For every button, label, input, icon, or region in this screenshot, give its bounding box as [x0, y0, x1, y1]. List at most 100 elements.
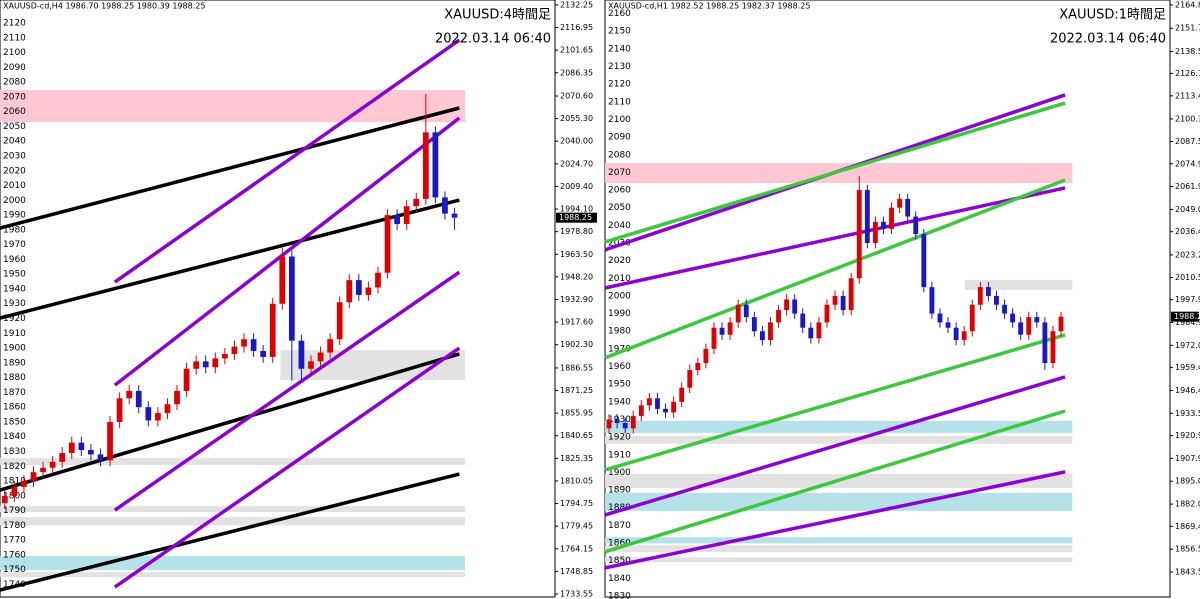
level-label: 2010 — [3, 181, 26, 191]
trend-line — [0, 106, 460, 230]
y-tick-label: 2138.55 — [1175, 47, 1200, 56]
trend-line — [604, 409, 1066, 554]
y-tick-label: 2036.40 — [1175, 227, 1200, 236]
level-label: 2040 — [608, 221, 631, 231]
candle-body — [614, 419, 620, 423]
y-tick-label: 1810.05 — [560, 476, 593, 485]
level-label: 2050 — [3, 122, 26, 132]
candle-body — [889, 207, 894, 229]
level-label: 1790 — [3, 506, 26, 516]
y-tick-label: 2113.40 — [1175, 91, 1200, 100]
level-label: 1910 — [608, 450, 631, 460]
candle-body — [727, 322, 733, 335]
level-label: 1850 — [608, 556, 631, 566]
last-price-label: 1988.25 — [1174, 312, 1200, 321]
y-tick-label: 1869.45 — [1175, 522, 1200, 531]
trend-line — [113, 270, 461, 512]
candle-body — [759, 331, 765, 341]
candle-body — [174, 390, 180, 405]
trend-line — [113, 116, 461, 387]
candle-body — [937, 313, 943, 323]
candle-body — [222, 353, 228, 359]
level-label: 2020 — [608, 256, 631, 266]
trend-line — [604, 101, 1066, 244]
level-label: 1860 — [608, 539, 631, 549]
candle-body — [1058, 316, 1064, 332]
candle-body — [856, 190, 862, 279]
trend-line — [604, 333, 1066, 472]
candle-body — [365, 287, 372, 295]
candle-body — [840, 295, 846, 311]
y-tick-label: 1963.50 — [560, 250, 593, 259]
y-tick-label: 2132.25 — [560, 0, 593, 9]
level-label: 1780 — [3, 521, 26, 531]
candle-body — [375, 272, 381, 288]
y-tick-label: 1882.05 — [1175, 500, 1200, 509]
level-label: 2080 — [608, 150, 631, 160]
candle-body — [155, 413, 161, 421]
candle-body — [403, 206, 410, 224]
y-tick-label: 1733.55 — [560, 589, 593, 598]
y-tick-label: 1932.90 — [560, 295, 593, 304]
candle-body — [59, 452, 66, 462]
y-tick-label: 1779.45 — [560, 522, 593, 531]
candle-body — [864, 190, 870, 243]
level-label: 1950 — [3, 270, 26, 280]
y-tick-label: 2055.30 — [560, 114, 593, 123]
level-label: 2100 — [3, 48, 26, 58]
candle-body — [260, 351, 267, 357]
candle-body — [30, 472, 37, 482]
y-tick-label: 1917.60 — [560, 318, 593, 327]
candle-body — [679, 387, 685, 402]
price-zone — [0, 506, 466, 513]
candle-body — [921, 234, 927, 288]
level-label: 2090 — [608, 133, 631, 143]
candle-body — [355, 280, 362, 295]
level-label: 2000 — [608, 291, 631, 301]
level-label: 1770 — [3, 536, 26, 546]
candle-body — [212, 358, 219, 368]
y-tick-label: 1907.95 — [1175, 454, 1200, 463]
price-zone — [0, 458, 466, 466]
trend-line — [604, 375, 1066, 517]
candle-body — [298, 340, 305, 369]
candle-body — [49, 461, 56, 468]
level-label: 1960 — [608, 362, 631, 372]
level-label: 2040 — [3, 137, 26, 147]
candle-body — [135, 390, 142, 408]
level-label: 1820 — [3, 462, 26, 472]
y-tick-label: 1933.50 — [1175, 409, 1200, 418]
candle-body — [279, 256, 286, 304]
candle-body — [985, 287, 991, 296]
level-label: 2000 — [3, 196, 26, 206]
candle-body — [241, 339, 247, 347]
y-tick-label: 2024.70 — [560, 159, 593, 168]
candle-body — [905, 198, 911, 217]
level-label: 1920 — [3, 314, 26, 324]
candle-body — [1042, 322, 1048, 363]
y-tick-label: 2040.00 — [560, 137, 593, 146]
level-label: 1950 — [608, 380, 631, 390]
y-tick-label: 1997.90 — [1175, 295, 1200, 304]
level-label: 1830 — [3, 447, 26, 457]
candle-body — [808, 327, 814, 339]
y-tick-label: 1855.95 — [560, 409, 593, 418]
y-tick-label: 2164.85 — [1175, 1, 1200, 10]
candle-body — [961, 331, 967, 341]
y-tick-label: 2010.50 — [1175, 273, 1200, 282]
trend-line — [0, 198, 460, 320]
level-label: 1980 — [608, 327, 631, 337]
level-label: 1880 — [608, 503, 631, 513]
candle-body — [193, 361, 200, 369]
candle-body — [346, 280, 353, 303]
candle-body — [646, 398, 652, 406]
candle-body — [630, 415, 636, 429]
candle-body — [994, 295, 999, 305]
candle-body — [945, 322, 951, 328]
candle-body — [97, 454, 104, 461]
level-label: 1940 — [3, 284, 26, 294]
price-zone — [0, 517, 466, 526]
y-tick-label: 2087.50 — [1175, 137, 1200, 146]
last-price-box — [1171, 311, 1199, 322]
level-label: 2020 — [3, 166, 26, 176]
